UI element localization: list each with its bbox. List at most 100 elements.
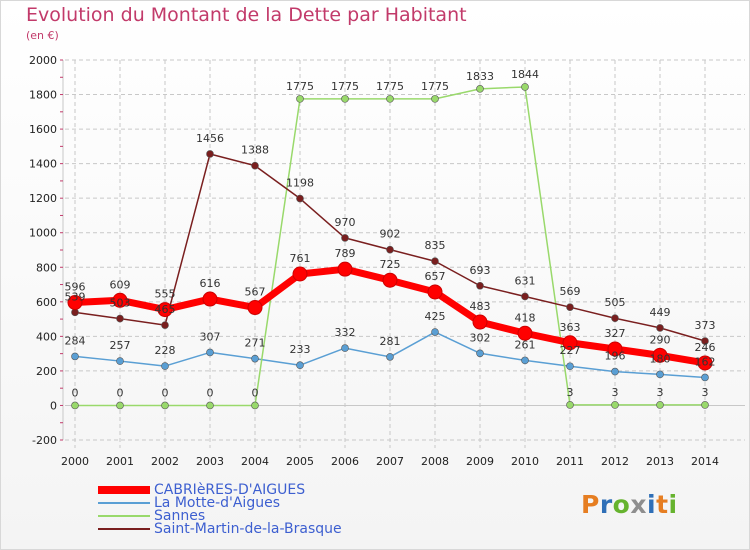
- chart-title: Evolution du Montant de la Dette par Hab…: [26, 4, 467, 26]
- data-label-saint-martin: 835: [425, 239, 446, 252]
- axis-layer: -200020040060080010001200140016001800200…: [29, 54, 719, 468]
- point-sannes[interactable]: [521, 83, 529, 91]
- data-label-cabrieres: 609: [110, 278, 131, 291]
- point-sannes[interactable]: [341, 95, 349, 103]
- point-motte[interactable]: [386, 353, 394, 361]
- point-motte[interactable]: [521, 356, 529, 365]
- y-tick-label: 1800: [29, 89, 57, 102]
- point-cabrieres[interactable]: [652, 347, 668, 363]
- point-sannes[interactable]: [656, 401, 664, 409]
- point-saint-martin[interactable]: [566, 303, 574, 311]
- point-sannes[interactable]: [161, 401, 169, 410]
- point-saint-martin[interactable]: [296, 194, 304, 203]
- point-saint-martin[interactable]: [206, 150, 214, 158]
- point-cabrieres[interactable]: [247, 300, 263, 316]
- point-sannes[interactable]: [611, 401, 619, 409]
- point-sannes[interactable]: [296, 95, 304, 103]
- point-sannes[interactable]: [566, 401, 574, 409]
- point-saint-martin[interactable]: [521, 292, 529, 301]
- point-saint-martin[interactable]: [116, 314, 124, 323]
- point-sannes[interactable]: [476, 85, 484, 93]
- point-motte[interactable]: [71, 352, 79, 361]
- point-saint-martin[interactable]: [161, 321, 169, 329]
- legend-label-cabrieres: CABRIèRES-D'AIGUES: [154, 482, 306, 498]
- point-sannes[interactable]: [116, 401, 124, 410]
- data-label-motte: 162: [695, 355, 716, 368]
- x-tick-label: 2012: [601, 455, 629, 468]
- point-saint-martin[interactable]: [341, 234, 349, 242]
- point-motte[interactable]: [206, 348, 214, 357]
- data-label-motte: 180: [650, 352, 671, 365]
- x-tick-label: 2013: [646, 455, 674, 468]
- point-sannes[interactable]: [701, 401, 709, 409]
- logo-letter: r: [599, 490, 613, 519]
- data-label-cabrieres: 483: [470, 300, 491, 313]
- data-label-motte: 196: [605, 350, 626, 363]
- point-cabrieres[interactable]: [337, 261, 353, 277]
- point-motte[interactable]: [296, 361, 304, 370]
- point-cabrieres[interactable]: [112, 292, 128, 308]
- point-motte[interactable]: [476, 349, 484, 358]
- point-motte[interactable]: [611, 367, 619, 376]
- data-label-sannes: 3: [702, 386, 709, 399]
- point-motte[interactable]: [656, 370, 664, 379]
- point-saint-martin[interactable]: [656, 324, 664, 332]
- logo-letter: t: [656, 490, 669, 519]
- data-label-saint-martin: 1388: [241, 144, 269, 157]
- point-cabrieres[interactable]: [472, 314, 488, 330]
- point-saint-martin[interactable]: [611, 314, 619, 323]
- point-motte[interactable]: [431, 328, 439, 336]
- legend-label-saint-martin: Saint-Martin-de-la-Brasque: [154, 521, 342, 537]
- data-label-sannes: 3: [612, 386, 619, 399]
- data-label-saint-martin: 693: [470, 264, 491, 277]
- point-sannes[interactable]: [431, 95, 439, 103]
- point-cabrieres[interactable]: [202, 291, 218, 307]
- point-motte[interactable]: [341, 344, 349, 352]
- series-layer: [67, 83, 713, 410]
- point-cabrieres[interactable]: [157, 302, 173, 318]
- point-cabrieres[interactable]: [517, 325, 533, 341]
- point-saint-martin[interactable]: [431, 257, 439, 266]
- x-tick-label: 2000: [61, 455, 89, 468]
- y-tick-label: 1600: [29, 123, 57, 136]
- point-cabrieres[interactable]: [697, 355, 713, 371]
- point-sannes[interactable]: [251, 401, 259, 410]
- data-label-saint-martin: 373: [695, 319, 716, 332]
- point-motte[interactable]: [161, 362, 169, 370]
- point-sannes[interactable]: [71, 401, 79, 410]
- point-cabrieres[interactable]: [67, 295, 83, 311]
- y-tick-label: 0: [50, 399, 57, 412]
- point-saint-martin[interactable]: [701, 337, 709, 345]
- point-motte[interactable]: [251, 354, 259, 363]
- data-label-layer: 284 257 228 307 271 233 332 281 425 302 261 227 196 1…: [65, 68, 716, 400]
- data-label-saint-martin: 1198: [286, 177, 314, 190]
- data-label-motte: 302: [470, 331, 491, 344]
- point-motte[interactable]: [566, 362, 574, 371]
- point-saint-martin[interactable]: [251, 161, 259, 170]
- legend-swatch-cabrieres: [98, 486, 150, 494]
- y-tick-label: 2000: [29, 54, 57, 67]
- data-label-motte: 332: [335, 326, 356, 339]
- point-cabrieres[interactable]: [292, 266, 308, 282]
- point-cabrieres[interactable]: [562, 335, 578, 351]
- point-cabrieres[interactable]: [607, 341, 623, 357]
- data-label-cabrieres: 567: [245, 286, 266, 299]
- point-sannes[interactable]: [206, 401, 214, 410]
- data-label-cabrieres: 555: [155, 288, 176, 301]
- point-cabrieres[interactable]: [427, 284, 443, 300]
- logo-letter: o: [612, 490, 631, 519]
- data-label-saint-martin: 1456: [196, 132, 224, 145]
- x-tick-label: 2006: [331, 455, 359, 468]
- point-motte[interactable]: [701, 373, 709, 382]
- data-label-saint-martin: 631: [515, 274, 536, 287]
- data-label-cabrieres: 725: [380, 258, 401, 271]
- y-tick-label: 1000: [29, 227, 57, 240]
- y-tick-label: 400: [36, 330, 57, 343]
- point-sannes[interactable]: [386, 95, 394, 103]
- data-label-sannes: 1775: [331, 80, 359, 93]
- point-saint-martin[interactable]: [476, 281, 484, 290]
- point-motte[interactable]: [116, 357, 124, 365]
- point-cabrieres[interactable]: [382, 272, 398, 288]
- point-saint-martin[interactable]: [386, 245, 394, 254]
